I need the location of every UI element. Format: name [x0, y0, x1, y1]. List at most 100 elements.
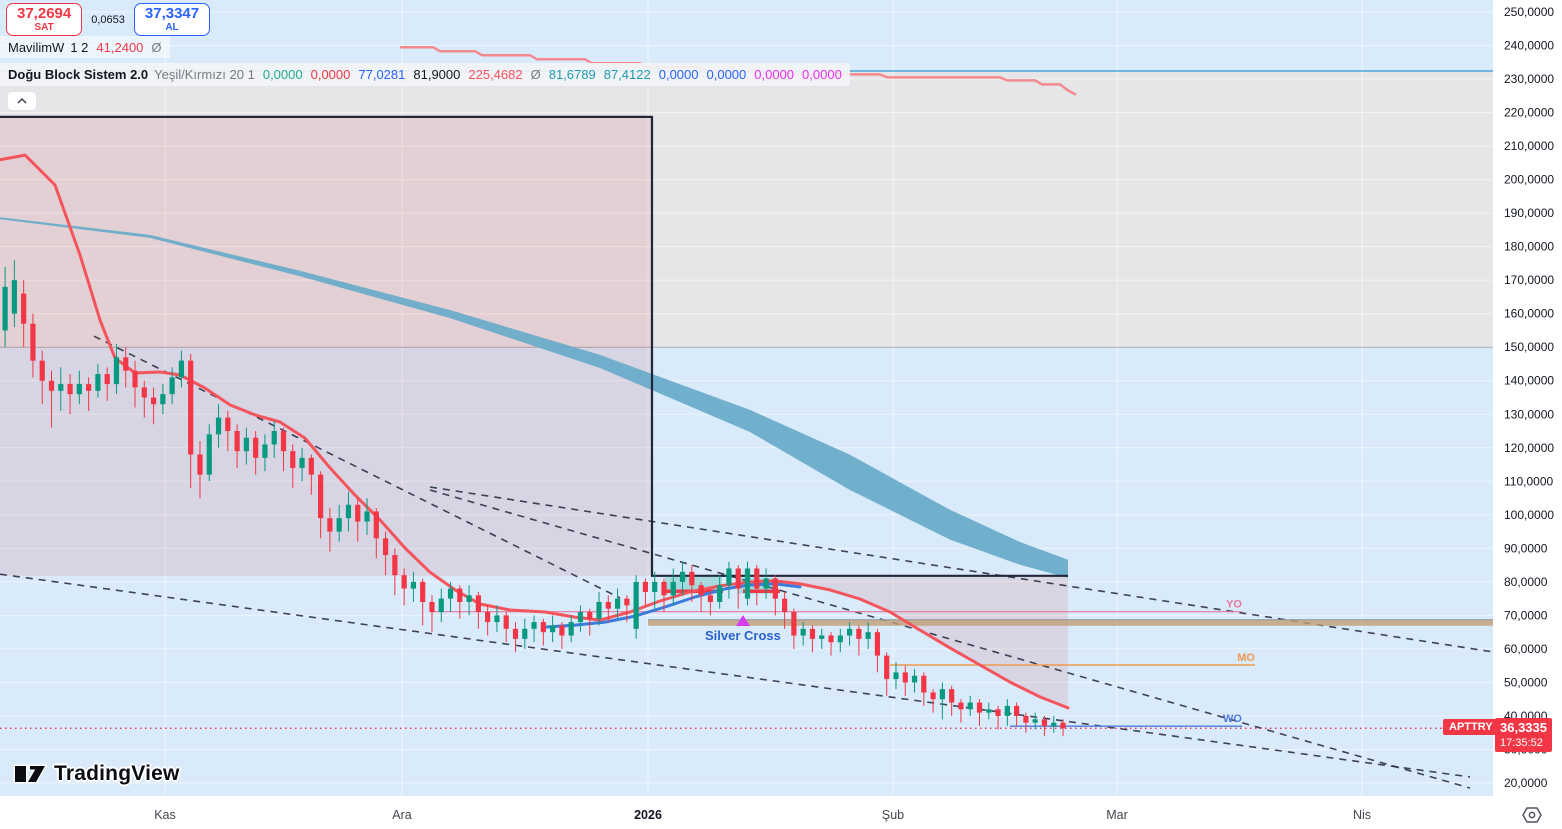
candle — [679, 571, 686, 582]
indicator-value: 225,4682 — [468, 67, 523, 82]
candle — [893, 672, 899, 680]
cloud-band — [0, 217, 1068, 578]
candle — [958, 702, 964, 710]
candle — [763, 578, 769, 589]
candle — [540, 622, 546, 633]
candle — [1023, 715, 1029, 723]
candle — [995, 709, 1001, 716]
buy-button[interactable]: 37,3347 AL — [133, 3, 211, 37]
candle — [364, 511, 370, 522]
time-tick-label: Nis — [1353, 808, 1371, 822]
indicator-row-dogu-block[interactable]: Doğu Block Sistem 2.0 Yeşil/Kırmızı 20 1… — [0, 63, 850, 86]
candle — [262, 444, 268, 458]
candle — [809, 628, 816, 639]
candle — [382, 538, 389, 556]
candle — [614, 598, 621, 609]
candle — [104, 374, 110, 385]
candle — [410, 581, 417, 589]
candle — [689, 571, 695, 586]
candle — [661, 581, 667, 596]
price-tick-label: 80,0000 — [1504, 575, 1548, 589]
candle — [141, 387, 147, 398]
candle — [299, 457, 305, 468]
candle — [874, 632, 881, 656]
price-tick-label: 50,0000 — [1504, 675, 1548, 689]
candle — [336, 518, 342, 532]
indicator-value: 0,0000 — [802, 67, 842, 82]
time-tick-label: Şub — [882, 808, 904, 822]
candle — [735, 568, 741, 589]
candle — [670, 581, 676, 596]
hexagon-dot-icon — [1522, 807, 1542, 823]
price-tick-label: 100,0000 — [1504, 508, 1554, 522]
indicator-name: Doğu Block Sistem 2.0 — [8, 67, 149, 82]
candle — [865, 632, 871, 639]
candle — [345, 504, 352, 519]
candle — [30, 323, 36, 361]
black-box[interactable] — [0, 115, 1068, 577]
candle — [531, 622, 537, 629]
candle — [327, 518, 333, 532]
candle — [1051, 722, 1057, 727]
candle — [1060, 722, 1066, 729]
triangle-up-icon — [735, 614, 750, 626]
indicator-row-mavilim[interactable]: MavilimW 1 2 41,2400 Ø — [0, 36, 170, 58]
candle — [215, 417, 222, 435]
candle — [243, 437, 249, 452]
candle — [1041, 719, 1048, 727]
candle — [420, 581, 426, 602]
candle — [39, 360, 45, 381]
candle — [921, 675, 927, 693]
candle — [253, 437, 259, 458]
time-tick-label: Kas — [154, 808, 176, 822]
candle — [902, 672, 908, 683]
yo-line-label: YO — [1226, 599, 1242, 611]
candle — [21, 293, 27, 324]
indicator-value: 81,6789 — [548, 67, 596, 82]
indicator-values: 0,0000 0,0000 77,0281 81,9000 225,4682 Ø 81,67… — [255, 67, 842, 82]
indicator-value: 77,0281 — [358, 67, 406, 82]
candle — [717, 585, 723, 602]
price-tick-label: 200,0000 — [1504, 173, 1554, 187]
sell-label: SAT — [34, 21, 54, 33]
sell-button[interactable]: 37,2694 SAT — [6, 3, 83, 37]
collapse-indicators-button[interactable] — [8, 92, 36, 110]
candle — [48, 380, 55, 391]
price-scale-settings-button[interactable] — [1520, 805, 1544, 829]
candle — [76, 384, 82, 395]
tradingview-wordmark: TradingView — [54, 762, 180, 785]
candle — [512, 628, 519, 639]
candle — [726, 568, 732, 586]
candle — [150, 397, 157, 405]
candle — [67, 384, 73, 395]
candle — [1032, 719, 1038, 723]
wo-line-label: WO — [1223, 713, 1242, 725]
candle — [234, 431, 240, 452]
time-axis[interactable]: Kas Ara 2026 Şub Mar Nis — [0, 796, 1562, 829]
candle — [401, 575, 407, 589]
candle — [86, 384, 92, 391]
candle — [1014, 705, 1020, 716]
candle — [550, 625, 556, 633]
candle — [652, 581, 658, 592]
price-tick-label: 140,0000 — [1504, 374, 1554, 388]
slashed-zero-icon: Ø — [151, 39, 162, 55]
candle — [522, 628, 528, 639]
candle — [438, 598, 444, 613]
price-axis[interactable]: 20,000030,000040,000050,000060,000070,00… — [1493, 0, 1562, 829]
candle — [930, 692, 936, 700]
candle — [911, 675, 918, 683]
last-price-value: 36,3335 — [1500, 720, 1547, 736]
candle — [188, 360, 194, 455]
buy-price: 37,3347 — [144, 5, 200, 22]
last-price-axis-badge: 36,3335 17:35:52 — [1495, 718, 1552, 753]
chart-background — [0, 0, 1493, 796]
candle — [986, 709, 992, 713]
candle — [568, 622, 574, 636]
tradingview-watermark[interactable]: TradingView — [13, 761, 180, 787]
price-tick-label: 130,0000 — [1504, 407, 1554, 421]
price-tick-label: 150,0000 — [1504, 340, 1554, 354]
indicator-value: 0,0000 — [706, 67, 747, 82]
candle — [206, 434, 212, 475]
